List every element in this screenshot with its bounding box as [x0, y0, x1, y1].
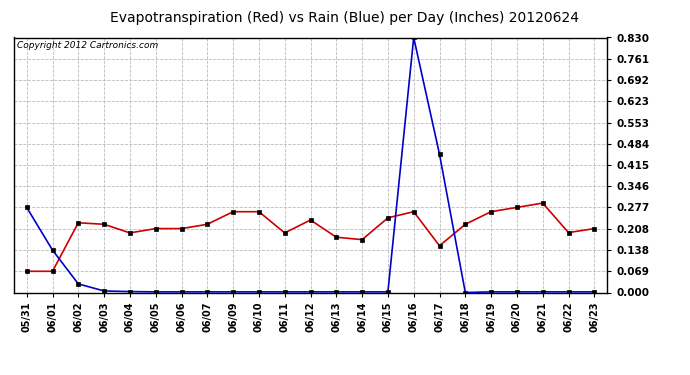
Text: Evapotranspiration (Red) vs Rain (Blue) per Day (Inches) 20120624: Evapotranspiration (Red) vs Rain (Blue) …	[110, 11, 580, 25]
Text: Copyright 2012 Cartronics.com: Copyright 2012 Cartronics.com	[17, 41, 158, 50]
